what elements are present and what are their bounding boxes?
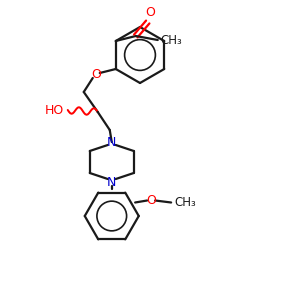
Text: CH₃: CH₃ bbox=[161, 34, 182, 46]
Text: O: O bbox=[145, 6, 155, 19]
Text: CH₃: CH₃ bbox=[174, 196, 196, 209]
Text: N: N bbox=[107, 136, 116, 148]
Text: N: N bbox=[107, 176, 116, 188]
Text: HO: HO bbox=[44, 103, 64, 116]
Text: O: O bbox=[146, 194, 156, 207]
Text: O: O bbox=[91, 68, 101, 80]
